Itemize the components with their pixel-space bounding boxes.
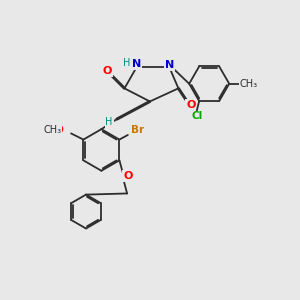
Text: O: O	[123, 171, 133, 181]
Text: Cl: Cl	[191, 112, 202, 122]
Text: CH₃: CH₃	[239, 79, 257, 89]
Text: H: H	[105, 117, 113, 127]
Text: O: O	[55, 125, 63, 135]
Text: N: N	[165, 60, 175, 70]
Text: O: O	[186, 100, 195, 110]
Text: Br: Br	[131, 125, 144, 135]
Text: O: O	[103, 66, 112, 76]
Text: N: N	[132, 59, 141, 70]
Text: CH₃: CH₃	[44, 125, 62, 135]
Text: H: H	[123, 58, 130, 68]
